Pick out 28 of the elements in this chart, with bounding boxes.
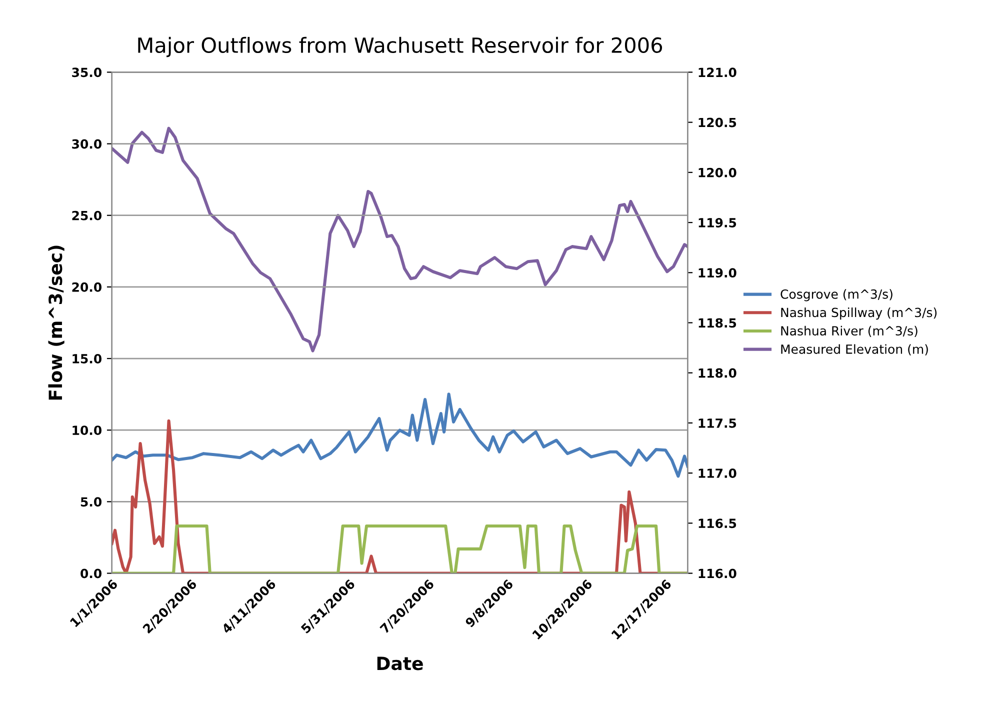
- chart-title: Major Outflows from Wachusett Reservoir for 2006: [138, 36, 662, 58]
- y-tick-label: 10.0: [72, 426, 102, 436]
- legend-label: Measured Elevation (m): [781, 344, 928, 356]
- y-tick-label: 0.0: [80, 568, 102, 578]
- y-tick-label: 20.0: [72, 282, 102, 292]
- y2-tick-label: 117.5: [698, 418, 736, 428]
- y2-tick-label: 120.0: [698, 168, 736, 178]
- y2-tick-label: 116.0: [698, 568, 736, 578]
- y-tick-label: 15.0: [72, 354, 102, 364]
- legend-label: Nashua River (m^3/s): [781, 326, 918, 338]
- line-series: [112, 392, 688, 478]
- x-axis-title: Date: [377, 656, 423, 670]
- y2-tick-label: 119.5: [698, 218, 736, 228]
- y2-tick-label: 120.5: [698, 118, 736, 128]
- y2-tick-label: 119.0: [698, 268, 736, 278]
- y2-tick-label: 121.0: [698, 68, 736, 78]
- y-tick-label: 35.0: [72, 68, 102, 78]
- y2-tick-label: 117.0: [698, 468, 736, 478]
- y-tick-label: 30.0: [72, 139, 102, 149]
- line-series: [112, 126, 688, 352]
- y2-tick-label: 118.0: [698, 368, 736, 378]
- y-tick-label: 5.0: [80, 497, 102, 507]
- legend-label: Nashua Spillway (m^3/s): [781, 308, 937, 320]
- y-tick-label: 25.0: [72, 210, 102, 220]
- y2-tick-label: 118.5: [698, 318, 736, 328]
- y2-tick-label: 116.5: [698, 518, 736, 528]
- y-axis-title: Flow (m^3/sec): [48, 246, 64, 400]
- legend-label: Cosgrove (m^3/s): [780, 289, 892, 302]
